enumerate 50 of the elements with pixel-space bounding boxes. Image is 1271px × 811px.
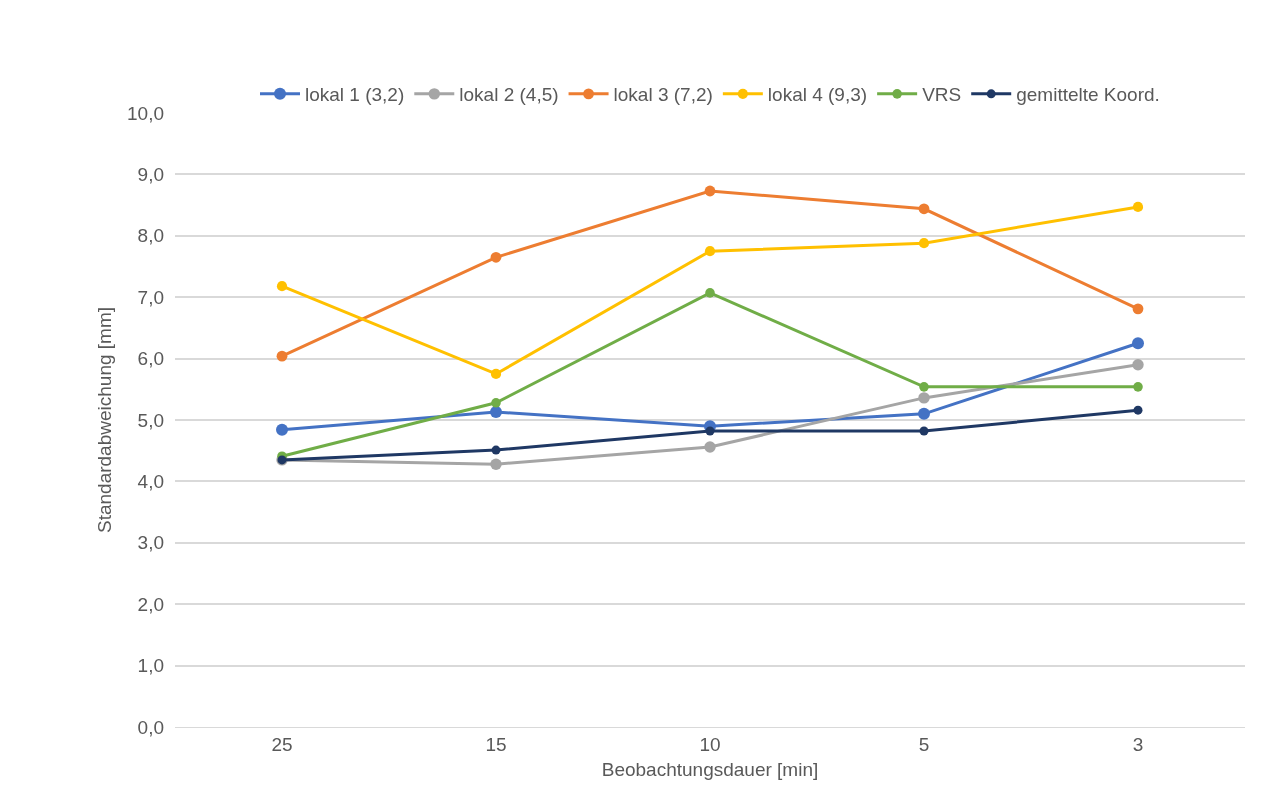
y-tick-label: 3,0 bbox=[137, 532, 164, 554]
point bbox=[1132, 337, 1144, 350]
legend-label: lokal 3 (7,2) bbox=[613, 84, 713, 106]
point bbox=[705, 426, 715, 436]
point bbox=[705, 288, 715, 298]
point bbox=[704, 441, 716, 453]
y-tick-label: 9,0 bbox=[137, 164, 164, 186]
point bbox=[491, 398, 501, 408]
x-tick-label: 15 bbox=[485, 733, 507, 755]
x-tick-label: 10 bbox=[699, 733, 721, 755]
point bbox=[490, 368, 502, 380]
legend-label: lokal 2 (4,5) bbox=[459, 84, 559, 106]
point bbox=[1132, 303, 1144, 315]
point bbox=[490, 458, 502, 470]
y-tick-label: 8,0 bbox=[137, 225, 164, 247]
point bbox=[276, 423, 288, 436]
x-tick-label: 3 bbox=[1132, 733, 1144, 755]
point bbox=[918, 392, 930, 404]
point bbox=[490, 251, 502, 263]
y-tick-label: 6,0 bbox=[137, 348, 164, 370]
point bbox=[918, 238, 930, 249]
point bbox=[1132, 359, 1144, 371]
point bbox=[918, 407, 930, 420]
point bbox=[704, 185, 716, 197]
legend-label: lokal 1 (3,2) bbox=[305, 84, 405, 106]
x-tick-label: 25 bbox=[271, 733, 293, 755]
point bbox=[1133, 405, 1143, 415]
y-tick-label: 7,0 bbox=[137, 286, 164, 308]
x-axis-title: Beobachtungsdauer [min] bbox=[601, 758, 819, 780]
point bbox=[704, 246, 716, 257]
point bbox=[1133, 382, 1143, 392]
y-tick-label: 0,0 bbox=[137, 716, 164, 738]
point bbox=[918, 203, 930, 215]
y-tick-label: 1,0 bbox=[137, 655, 164, 677]
point bbox=[919, 426, 929, 436]
point bbox=[490, 406, 502, 419]
legend-label: lokal 4 (9,3) bbox=[767, 84, 868, 106]
y-axis-title: Standardabweichung [mm] bbox=[93, 306, 115, 534]
point bbox=[276, 281, 288, 292]
point bbox=[491, 445, 501, 455]
point bbox=[1132, 201, 1144, 213]
legend-label: gemittelte Koord. bbox=[1016, 84, 1160, 106]
point bbox=[919, 382, 929, 392]
y-tick-label: 5,0 bbox=[137, 409, 164, 431]
y-tick-label: 10,0 bbox=[127, 102, 164, 124]
point bbox=[276, 350, 288, 362]
legend-label: VRS bbox=[922, 84, 962, 106]
x-tick-label: 5 bbox=[918, 733, 930, 755]
y-tick-label: 4,0 bbox=[137, 471, 164, 493]
y-tick-label: 2,0 bbox=[137, 593, 164, 615]
